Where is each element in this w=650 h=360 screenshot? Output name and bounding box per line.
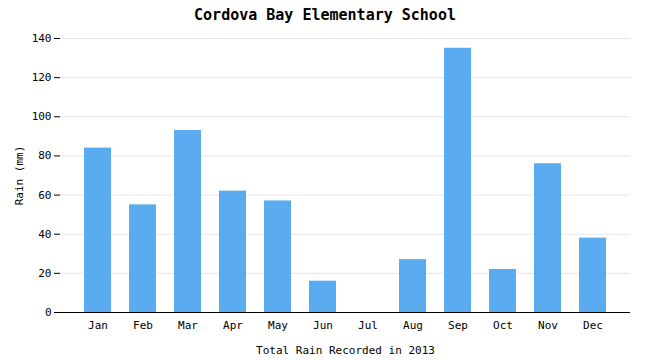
svg-text:Feb: Feb [133, 319, 153, 332]
svg-text:120: 120 [32, 71, 52, 84]
svg-text:Dec: Dec [583, 319, 603, 332]
svg-text:100: 100 [32, 110, 52, 123]
svg-text:Mar: Mar [178, 319, 198, 332]
svg-text:Jul: Jul [358, 319, 378, 332]
svg-text:May: May [268, 319, 288, 332]
svg-text:40: 40 [38, 228, 51, 241]
svg-text:Jan: Jan [88, 319, 108, 332]
svg-text:60: 60 [38, 189, 51, 202]
svg-text:Jun: Jun [313, 319, 333, 332]
svg-text:Oct: Oct [493, 319, 513, 332]
html-text:Cordova Bay Elementary School: Cordova Bay Elementary School [194, 6, 456, 24]
svg-text:Nov: Nov [538, 319, 558, 332]
svg-text:0: 0 [45, 306, 52, 319]
svg-text:Rain (mm): Rain (mm) [13, 146, 26, 206]
svg-text:Aug: Aug [403, 319, 423, 332]
svg-text:140: 140 [32, 32, 52, 45]
svg-text:Total Rain Recorded in 2013: Total Rain Recorded in 2013 [256, 344, 435, 357]
svg-text:20: 20 [38, 267, 51, 280]
svg-text:Sep: Sep [448, 319, 468, 332]
svg-text:80: 80 [38, 149, 51, 162]
svg-text:Apr: Apr [223, 319, 243, 332]
